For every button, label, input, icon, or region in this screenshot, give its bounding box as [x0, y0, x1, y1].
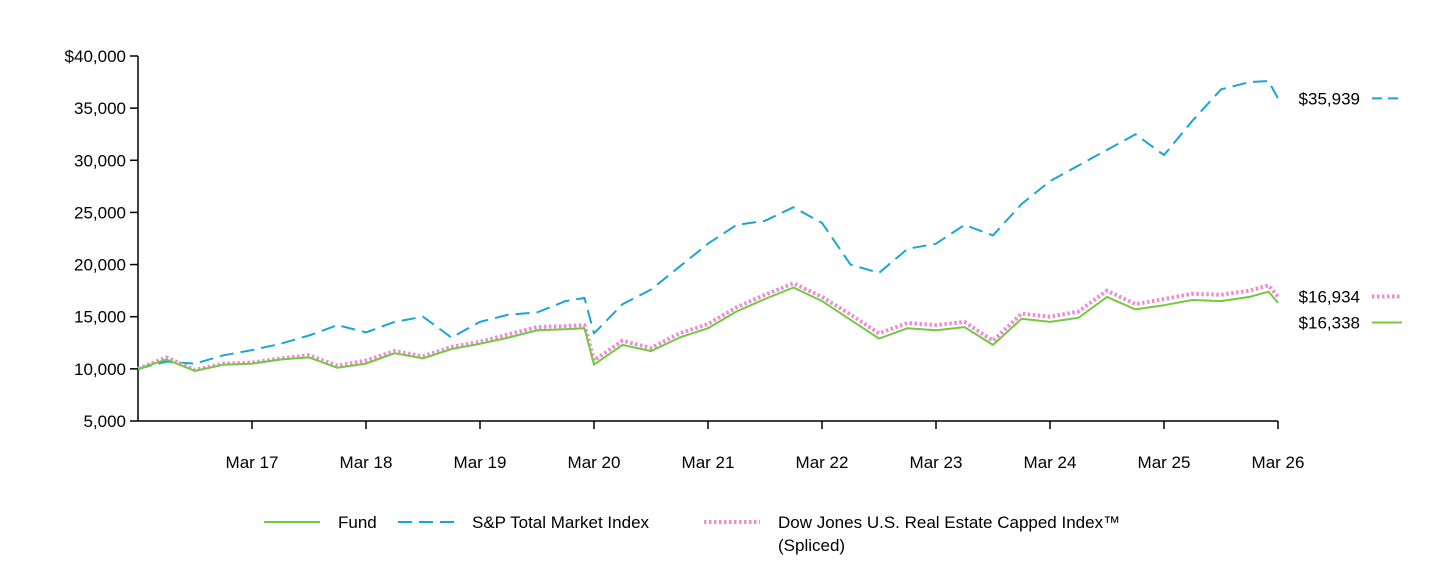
legend-label: S&P Total Market Index [472, 513, 650, 532]
y-tick-label: 15,000 [74, 308, 126, 327]
series-line [137, 80, 1279, 370]
chart-axes [137, 56, 1278, 422]
x-tick-label: Mar 19 [454, 453, 507, 472]
y-tick-label: 10,000 [74, 360, 126, 379]
x-tick-label: Mar 21 [682, 453, 735, 472]
end-value-label: $16,934 [1299, 288, 1360, 307]
series-line [137, 281, 1280, 372]
x-tick-label: Mar 22 [796, 453, 849, 472]
end-value-label: $35,939 [1299, 89, 1360, 108]
y-tick-label: 20,000 [74, 256, 126, 275]
legend-label-line2: (Spliced) [778, 536, 845, 555]
x-axis-ticks: Mar 17 Mar 18 Mar 19 Mar 20 Mar 21 Mar 22 Mar … [226, 421, 1305, 472]
y-tick-label: $40,000 [65, 47, 126, 66]
x-tick-label: Mar 17 [226, 453, 279, 472]
x-tick-label: Mar 24 [1024, 453, 1077, 472]
y-tick-label: 5,000 [83, 412, 126, 431]
legend-label: Dow Jones U.S. Real Estate Capped Index™ [778, 513, 1120, 532]
series-lines [137, 80, 1280, 372]
x-tick-label: Mar 26 [1252, 453, 1305, 472]
x-tick-label: Mar 25 [1138, 453, 1191, 472]
legend-label: Fund [338, 513, 377, 532]
x-tick-label: Mar 18 [340, 453, 393, 472]
chart-legend: Fund S&P Total Market Index Dow Jones U.S.… [264, 513, 1120, 555]
y-tick-label: 25,000 [74, 203, 126, 222]
series-line [137, 286, 1279, 372]
x-tick-label: Mar 23 [910, 453, 963, 472]
x-tick-label: Mar 20 [568, 453, 621, 472]
y-tick-label: 30,000 [74, 151, 126, 170]
end-value-label: $16,338 [1299, 314, 1360, 333]
y-tick-label: 35,000 [74, 99, 126, 118]
end-labels: $35,939 $16,934 $16,338 [1299, 89, 1402, 333]
y-axis-ticks: $40,000 35,000 30,000 25,000 20,000 15,000 10,… [65, 47, 138, 431]
